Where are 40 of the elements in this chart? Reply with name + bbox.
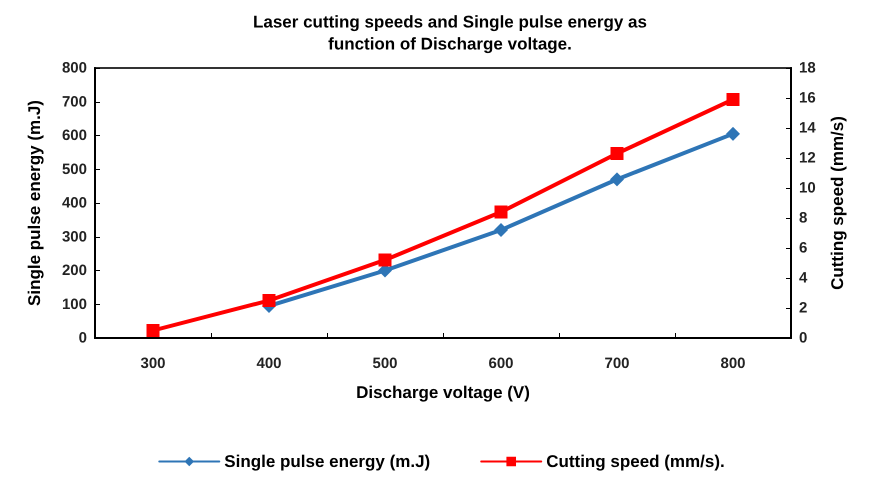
point bbox=[610, 147, 624, 160]
point bbox=[494, 206, 508, 218]
point bbox=[262, 294, 276, 307]
y2-tick-label: 16 bbox=[799, 90, 816, 106]
point bbox=[726, 93, 740, 106]
y2-tick-label: 12 bbox=[799, 150, 816, 166]
y-tick-label: 300 bbox=[62, 228, 87, 246]
y-axis-title: Single pulse energy (m.J) bbox=[25, 100, 44, 306]
y-tick-label: 500 bbox=[62, 160, 87, 178]
x-tick-label: 400 bbox=[256, 355, 282, 372]
y2-tick-label: 10 bbox=[799, 180, 816, 196]
y2-tick-label: 4 bbox=[799, 270, 808, 286]
y2-tick-label: 18 bbox=[799, 60, 816, 76]
y2-tick-label: 8 bbox=[799, 210, 808, 226]
x-tick-label: 700 bbox=[604, 355, 630, 372]
y-tick-label: 200 bbox=[62, 262, 87, 279]
y-tick-label: 800 bbox=[62, 60, 87, 76]
y-tick-label: 400 bbox=[62, 194, 87, 212]
y2-tick-label: 6 bbox=[799, 240, 808, 256]
y-tick-label: 100 bbox=[62, 296, 87, 313]
legend-label: Cutting speed (mm/s). bbox=[546, 452, 725, 471]
y-tick-label: 600 bbox=[62, 127, 87, 144]
legend-label: Single pulse energy (m.J) bbox=[224, 452, 430, 471]
x-tick-label: 800 bbox=[720, 355, 746, 372]
y2-tick-label: 2 bbox=[799, 300, 808, 316]
point bbox=[146, 324, 160, 337]
y2-axis-title: Cutting speed (mm/s) bbox=[828, 116, 847, 290]
x-tick-label: 600 bbox=[488, 355, 514, 372]
y2-tick-label: 0 bbox=[799, 330, 808, 346]
y-tick-label: 700 bbox=[62, 93, 87, 110]
chart-title: Laser cutting speeds and Single pulse energy as function of Discharge voltage. bbox=[253, 12, 647, 54]
y-tick-label: 0 bbox=[78, 330, 87, 346]
y2-tick-label: 14 bbox=[799, 120, 816, 136]
point bbox=[726, 126, 740, 141]
x-axis-title: Discharge voltage (V) bbox=[356, 383, 530, 402]
point bbox=[378, 254, 392, 266]
point bbox=[610, 172, 624, 186]
x-tick-label: 300 bbox=[140, 355, 166, 372]
x-tick-label: 500 bbox=[372, 355, 398, 372]
point bbox=[494, 223, 508, 237]
